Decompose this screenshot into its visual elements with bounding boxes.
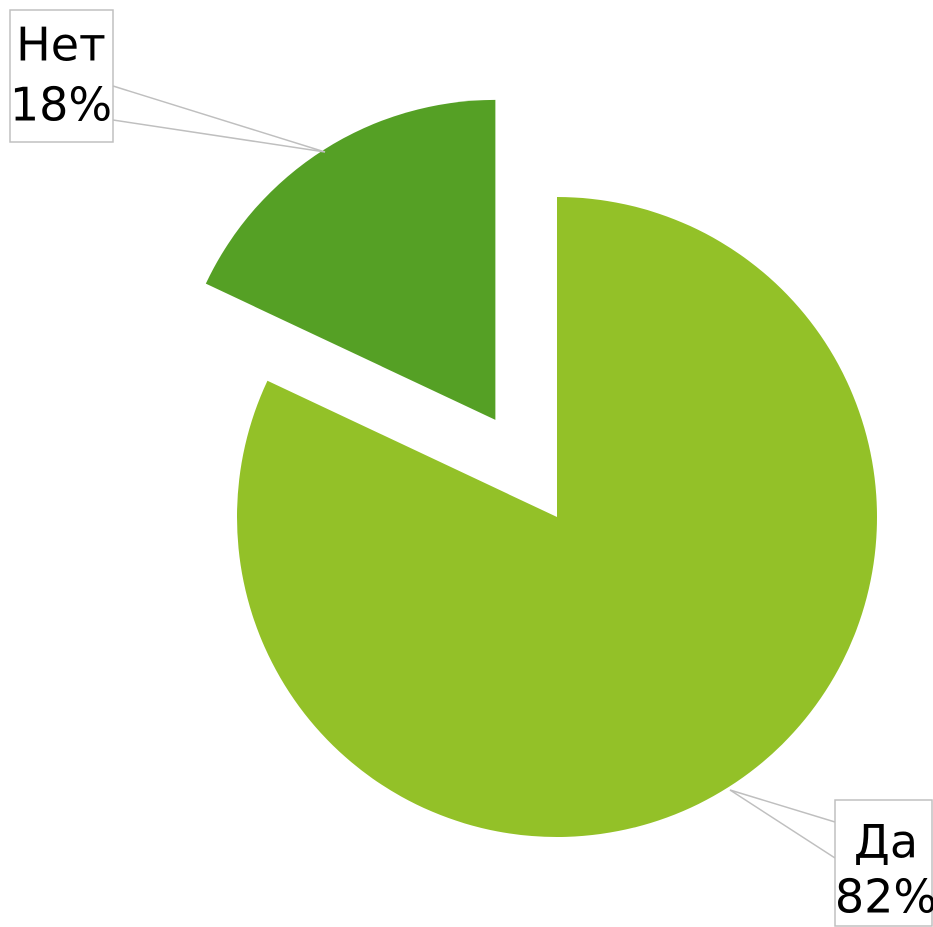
category-label: Нет bbox=[16, 18, 106, 72]
label-box bbox=[834, 799, 933, 927]
value-label: 82% bbox=[835, 870, 933, 924]
value-label: 18% bbox=[10, 78, 112, 132]
label-box bbox=[9, 9, 114, 143]
pie-slice bbox=[205, 99, 496, 420]
leader-line bbox=[729, 789, 836, 823]
leader-line bbox=[112, 85, 326, 153]
leader-line bbox=[112, 119, 326, 153]
pie-slice bbox=[237, 197, 877, 838]
category-label: Да bbox=[854, 815, 918, 869]
leader-line bbox=[729, 789, 836, 859]
